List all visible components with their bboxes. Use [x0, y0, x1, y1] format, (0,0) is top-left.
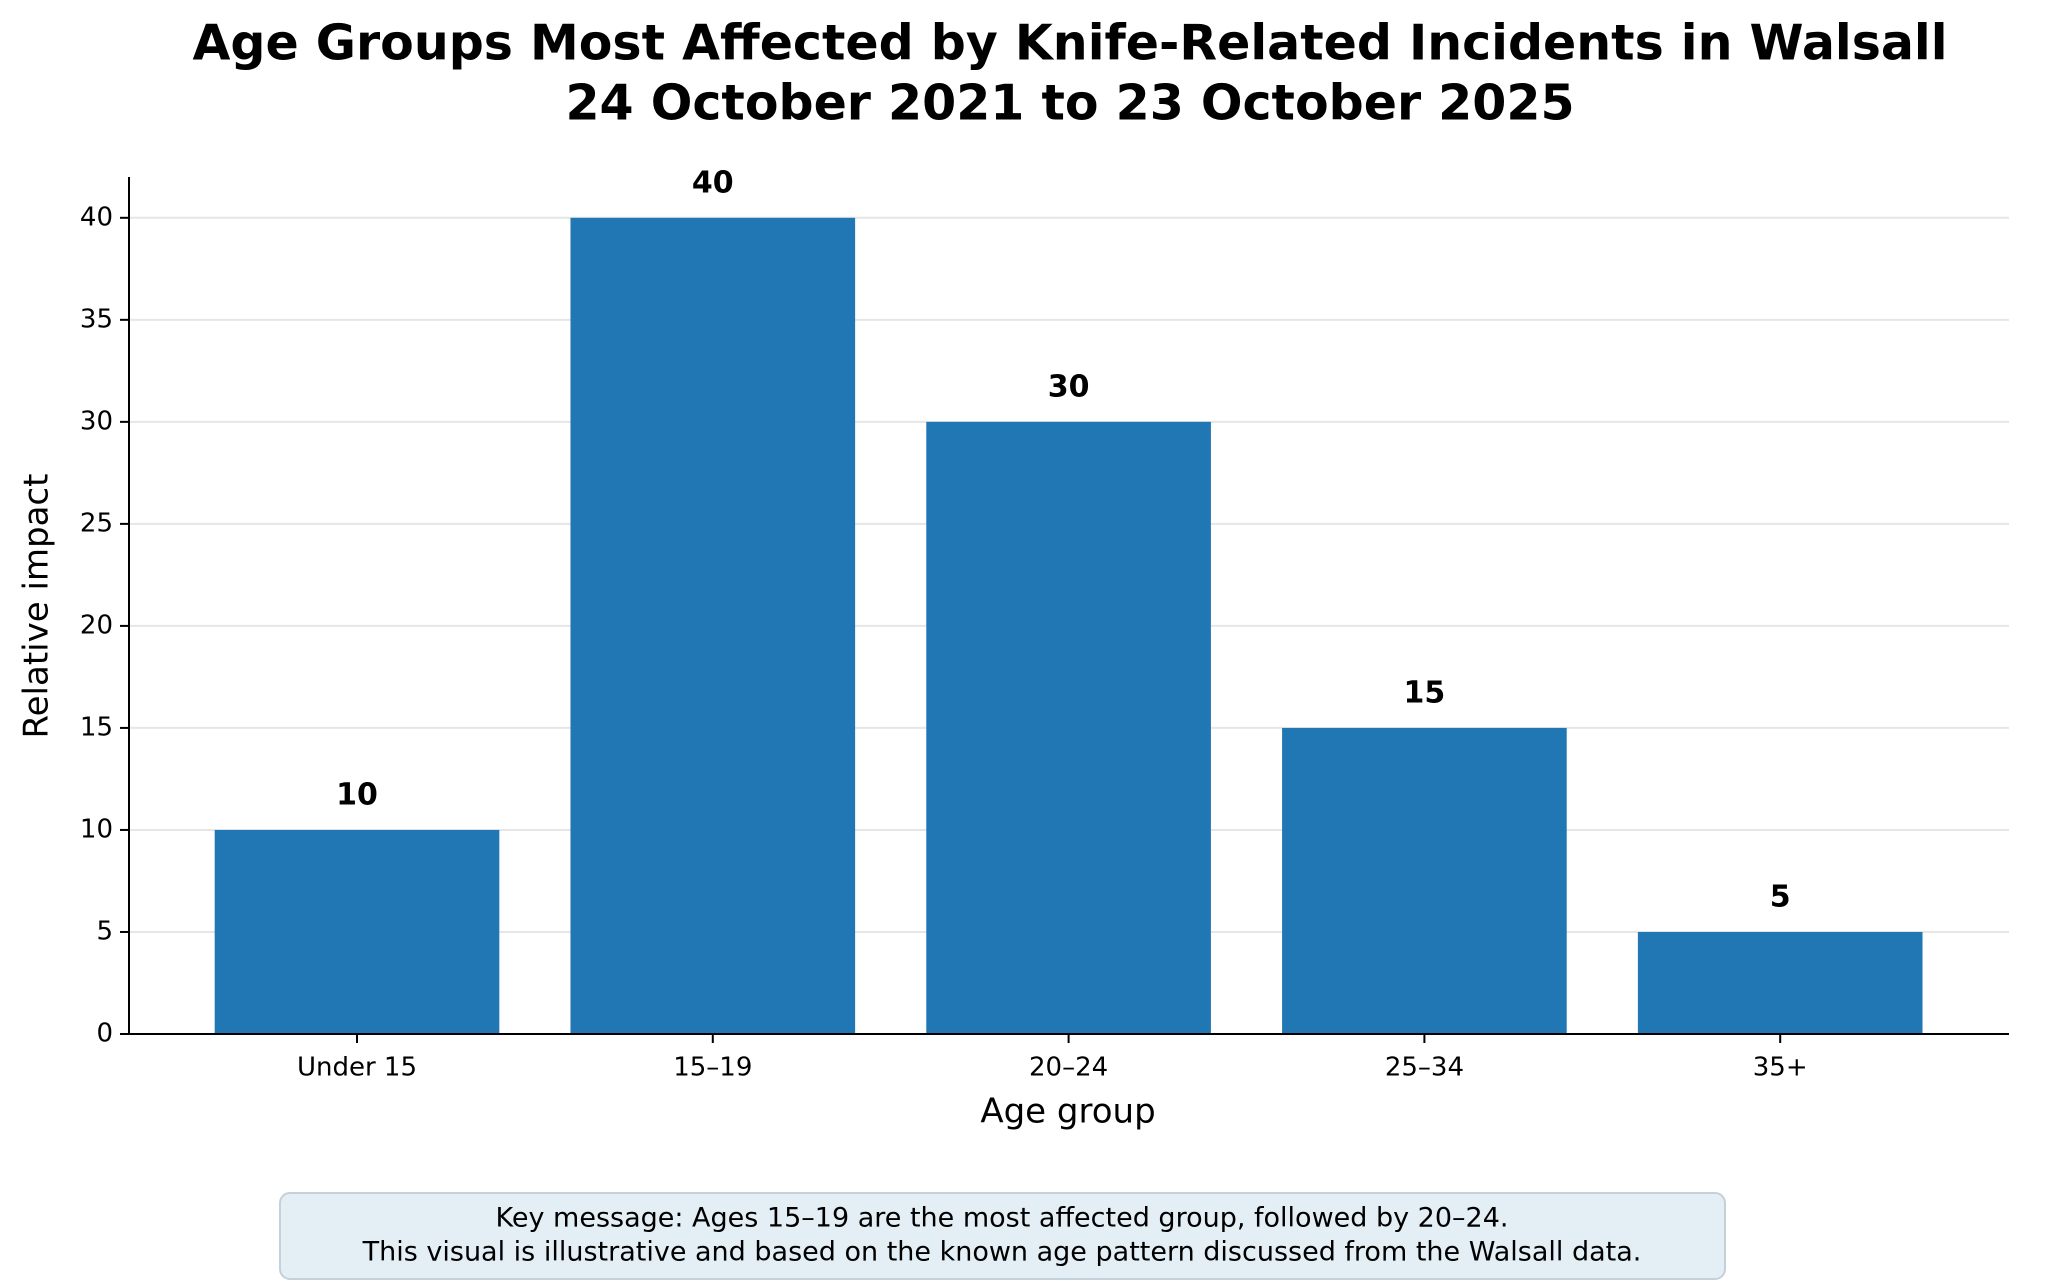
bar — [570, 217, 856, 1035]
note-text: This visual is illustrative and based on… — [362, 1237, 1642, 1268]
x-tick-label: 35+ — [1753, 1053, 1808, 1083]
x-tick-label: 15–19 — [673, 1053, 752, 1083]
bar — [214, 829, 500, 1034]
y-tick-label: 5 — [96, 916, 113, 946]
x-axis-label: Age group — [980, 1092, 1155, 1132]
x-tick-label: 25–34 — [1385, 1053, 1464, 1083]
value-label: 10 — [336, 777, 378, 812]
bar — [1282, 727, 1567, 1034]
y-axis-label: Relative impact — [17, 474, 57, 739]
bar — [1637, 931, 1923, 1034]
chart-title: Age Groups Most Affected by Knife-Relate… — [192, 15, 1947, 72]
y-tick-label: 25 — [80, 508, 113, 538]
y-tick-label: 30 — [80, 406, 113, 436]
y-tick-label: 15 — [80, 712, 113, 742]
x-tick-label: 20–24 — [1029, 1053, 1108, 1083]
bar — [926, 421, 1211, 1034]
y-tick-label: 20 — [80, 610, 113, 640]
note-text: Key message: Ages 15–19 are the most aff… — [496, 1203, 1509, 1234]
note-box — [279, 1192, 1726, 1280]
y-tick-label: 10 — [80, 814, 113, 844]
x-tick-label: Under 15 — [297, 1053, 417, 1083]
y-tick-label: 0 — [96, 1019, 113, 1049]
value-label: 5 — [1770, 879, 1791, 914]
y-tick-label: 35 — [80, 304, 113, 334]
value-label: 15 — [1404, 675, 1446, 710]
value-label: 30 — [1048, 369, 1090, 404]
value-label: 40 — [692, 165, 734, 200]
y-tick-label: 40 — [80, 202, 113, 232]
chart-subtitle: 24 October 2021 to 23 October 2025 — [565, 75, 1574, 132]
